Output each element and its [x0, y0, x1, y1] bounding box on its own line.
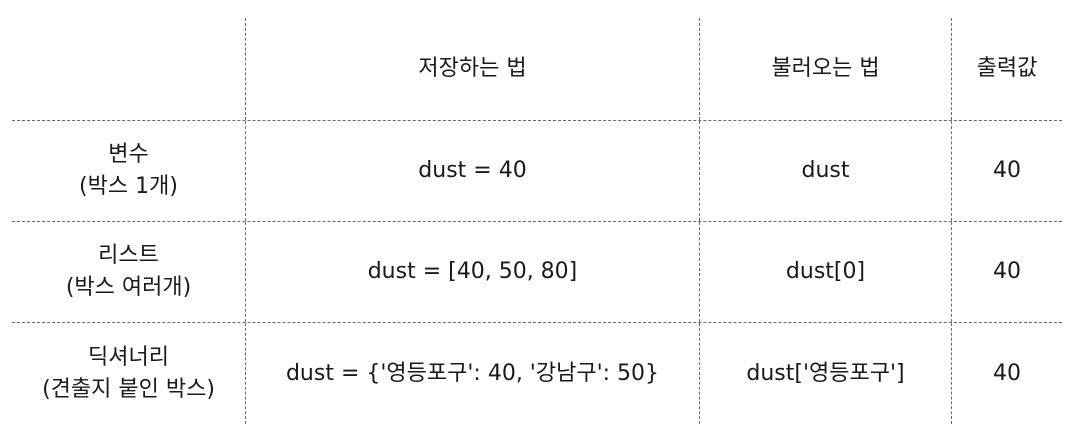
header-save-method: 저장하는 법 [245, 18, 699, 120]
comparison-table: 저장하는 법 불러오는 법 출력값 변수 (박스 1개) dust = 40 d… [12, 18, 1062, 424]
save-code-cell: dust = {'영등포구': 40, '강남구': 50} [245, 323, 699, 424]
type-name: 딕셔너리 [88, 344, 169, 370]
table-header-row: 저장하는 법 불러오는 법 출력값 [12, 18, 1062, 120]
header-load-method: 불러오는 법 [699, 18, 951, 120]
type-label: 변수 (박스 1개) [79, 139, 178, 203]
type-description: (견출지 붙인 박스) [42, 376, 215, 402]
type-name: 리스트 [98, 243, 159, 269]
load-code-cell: dust[0] [699, 222, 951, 322]
output-value-cell: 40 [951, 121, 1062, 221]
type-cell: 딕셔너리 (견출지 붙인 박스) [12, 323, 245, 424]
output-value-cell: 40 [951, 323, 1062, 424]
load-code-cell: dust [699, 121, 951, 221]
table-row-variable: 변수 (박스 1개) dust = 40 dust 40 [12, 120, 1062, 221]
output-value-cell: 40 [951, 222, 1062, 322]
save-code-cell: dust = 40 [245, 121, 699, 221]
save-code-cell: dust = [40, 50, 80] [245, 222, 699, 322]
type-label: 딕셔너리 (견출지 붙인 박스) [42, 342, 215, 406]
type-description: (박스 1개) [79, 174, 178, 199]
type-label: 리스트 (박스 여러개) [66, 240, 191, 304]
type-cell: 리스트 (박스 여러개) [12, 222, 245, 322]
type-cell: 변수 (박스 1개) [12, 121, 245, 221]
header-empty-cell [12, 18, 245, 120]
type-description: (박스 여러개) [65, 275, 192, 300]
table-row-dictionary: 딕셔너리 (견출지 붙인 박스) dust = {'영등포구': 40, '강남… [12, 322, 1062, 424]
type-name: 변수 [108, 142, 149, 168]
table-row-list: 리스트 (박스 여러개) dust = [40, 50, 80] dust[0]… [12, 221, 1062, 322]
load-code-cell: dust['영등포구'] [699, 323, 951, 424]
header-output: 출력값 [951, 18, 1062, 120]
